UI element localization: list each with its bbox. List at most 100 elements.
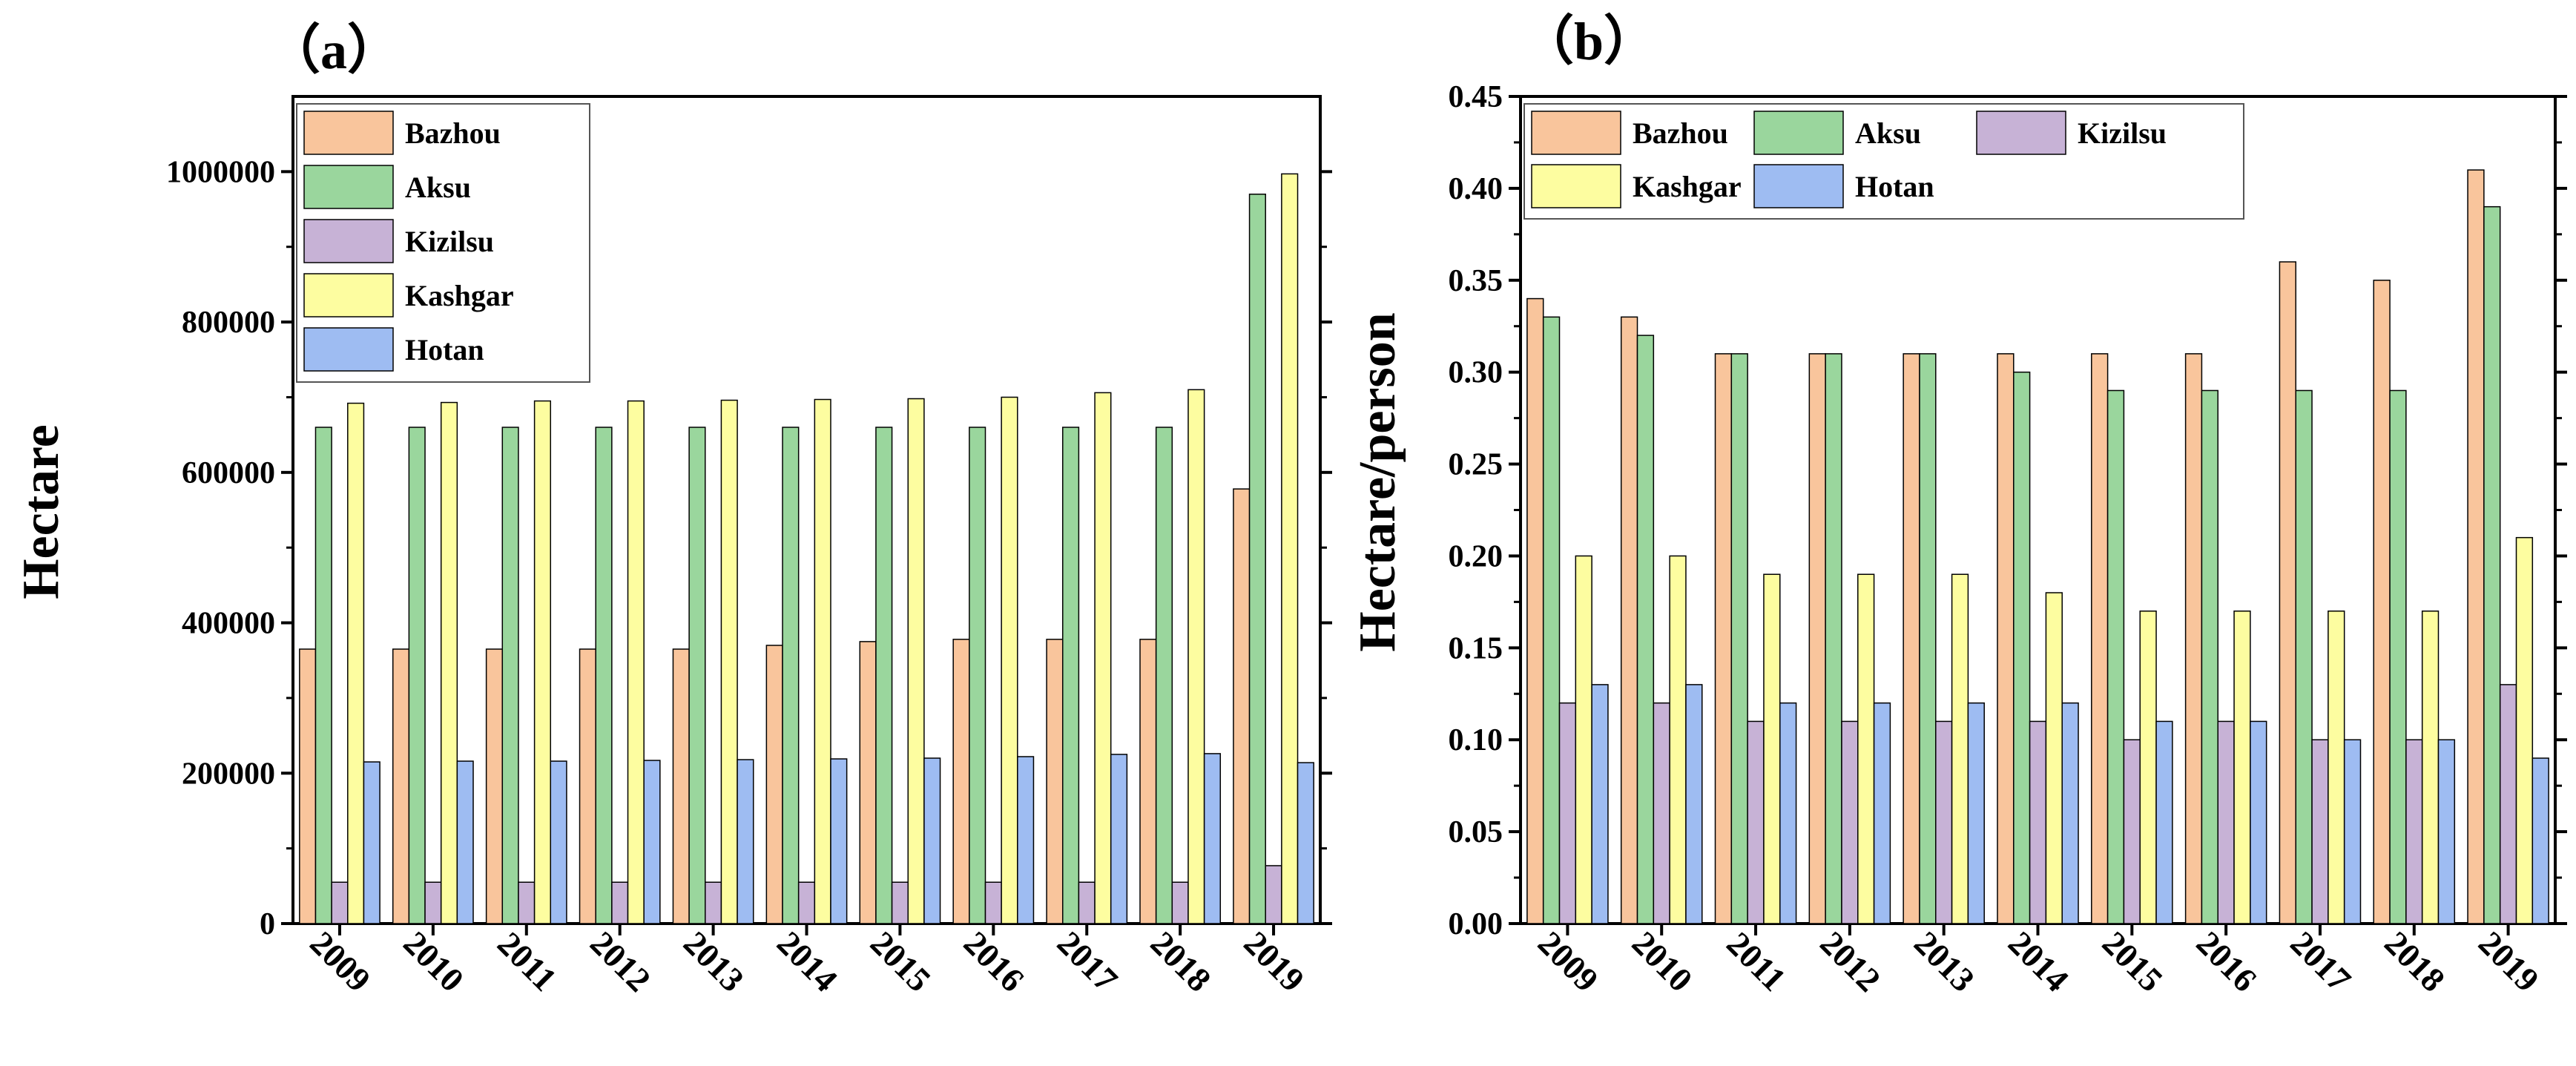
panel-a-legend: Bazhou Aksu Kizilsu Kashgar Hotan xyxy=(296,103,590,383)
bar-aksu-2013 xyxy=(688,427,706,924)
x-tick-label: 2011 xyxy=(1719,924,1793,998)
legend-swatch-hotan xyxy=(1753,164,1844,208)
bar-kizilsu-2015 xyxy=(891,881,909,924)
bar-hotan-2009 xyxy=(1591,684,1609,924)
x-tick-label: 2011 xyxy=(490,924,564,998)
bar-hotan-2010 xyxy=(1685,684,1703,924)
bar-aksu-2016 xyxy=(2201,389,2218,924)
bar-aksu-2014 xyxy=(782,427,800,924)
bar-hotan-2015 xyxy=(923,757,941,924)
bar-aksu-2018 xyxy=(2389,389,2407,924)
bar-bazhou-2017 xyxy=(1046,639,1064,924)
x-tick-label: 2019 xyxy=(2471,924,2546,998)
bar-kizilsu-2012 xyxy=(1841,720,1859,924)
bar-hotan-2012 xyxy=(1873,702,1891,924)
panel-b-label: （b） xyxy=(1521,12,1657,71)
panel-a-y-axis-label: Hectare xyxy=(13,424,70,599)
panel-b: （b） Hectare/person 0.00 0.05 0.10 0.15 0.20 0… xyxy=(1349,12,2567,999)
bar-bazhou-2014 xyxy=(1997,353,2015,924)
bar-aksu-2009 xyxy=(1542,316,1561,924)
legend-swatch-bazhou xyxy=(303,111,394,155)
bar-hotan-2018 xyxy=(2437,739,2456,924)
legend-swatch-aksu xyxy=(1753,111,1844,155)
bar-aksu-2010 xyxy=(1636,335,1655,924)
bar-bazhou-2016 xyxy=(2184,353,2203,924)
bar-hotan-2013 xyxy=(1967,702,1985,924)
legend-swatch-kashgar xyxy=(303,273,394,318)
bar-kizilsu-2011 xyxy=(1747,720,1765,924)
bar-hotan-2017 xyxy=(1110,754,1128,924)
legend-label-bazhou: Bazhou xyxy=(405,116,501,150)
x-tick-label: 2017 xyxy=(2283,924,2358,998)
x-tick-label: 2012 xyxy=(1813,924,1888,998)
y-tick-label: 0.45 xyxy=(1449,80,1503,114)
bar-kashgar-2011 xyxy=(1763,573,1781,924)
bar-kizilsu-2012 xyxy=(611,881,629,924)
y-tick-label: 0.15 xyxy=(1449,631,1503,665)
x-tick-label: 2016 xyxy=(957,924,1032,998)
bar-kizilsu-2018 xyxy=(1171,881,1189,924)
bar-aksu-2010 xyxy=(408,427,426,924)
bar-kashgar-2015 xyxy=(2139,611,2157,924)
bar-kizilsu-2018 xyxy=(2405,739,2423,924)
legend-label-aksu: Aksu xyxy=(1855,116,1921,150)
y-tick-label: 0.20 xyxy=(1449,539,1503,573)
bar-bazhou-2019 xyxy=(1233,488,1251,924)
bar-aksu-2015 xyxy=(2106,389,2125,924)
y-tick-label: 400000 xyxy=(182,607,275,641)
bar-hotan-2015 xyxy=(2155,720,2173,924)
bar-hotan-2019 xyxy=(2531,757,2549,924)
bar-hotan-2016 xyxy=(2250,720,2267,924)
legend-swatch-kashgar xyxy=(1531,164,1621,208)
bar-kashgar-2010 xyxy=(440,401,458,924)
bar-bazhou-2015 xyxy=(2091,353,2109,924)
x-tick-label: 2009 xyxy=(1531,924,1606,998)
panel-b-legend: Bazhou Aksu Kizilsu Kashgar Hotan xyxy=(1523,103,2244,220)
x-tick-label: 2012 xyxy=(583,924,658,998)
bar-kashgar-2014 xyxy=(2045,592,2063,924)
bar-kizilsu-2013 xyxy=(705,881,722,924)
bar-aksu-2013 xyxy=(1919,353,1937,924)
bar-hotan-2018 xyxy=(1203,753,1222,924)
bar-kashgar-2019 xyxy=(2515,536,2534,924)
bar-bazhou-2010 xyxy=(1620,316,1638,924)
bar-bazhou-2017 xyxy=(2279,261,2296,924)
legend-label-kizilsu: Kizilsu xyxy=(405,225,494,258)
bar-aksu-2018 xyxy=(1155,427,1173,924)
bar-kashgar-2012 xyxy=(1857,573,1875,924)
bar-aksu-2016 xyxy=(969,427,986,924)
y-tick-label: 600000 xyxy=(182,456,275,490)
bar-kashgar-2017 xyxy=(1094,392,1112,924)
bar-kashgar-2013 xyxy=(720,399,738,924)
y-tick-label: 1000000 xyxy=(166,155,275,189)
bar-kashgar-2018 xyxy=(1187,389,1205,924)
legend-swatch-kizilsu xyxy=(1976,111,2066,155)
bar-kashgar-2010 xyxy=(1669,555,1687,924)
bar-hotan-2019 xyxy=(1297,762,1314,924)
legend-label-hotan: Hotan xyxy=(405,333,484,366)
bar-aksu-2017 xyxy=(1061,427,1080,924)
bar-bazhou-2011 xyxy=(1714,353,1733,924)
bar-kashgar-2018 xyxy=(2421,611,2440,924)
panel-a: （a） Hectare 0 200000 400000 600000 800000 100… xyxy=(13,21,1332,999)
bar-kashgar-2011 xyxy=(533,400,552,924)
bar-aksu-2011 xyxy=(1730,353,1748,924)
y-tick-label: 0.10 xyxy=(1449,723,1503,757)
bar-kashgar-2012 xyxy=(627,400,645,924)
y-tick-label: 200000 xyxy=(182,757,275,791)
bar-bazhou-2013 xyxy=(1903,353,1920,924)
bar-hotan-2011 xyxy=(1779,702,1797,924)
y-tick-label: 0.00 xyxy=(1449,907,1503,941)
x-tick-label: 2014 xyxy=(770,924,845,998)
legend-swatch-hotan xyxy=(303,327,394,372)
y-tick-label: 0.25 xyxy=(1449,448,1503,482)
bar-aksu-2011 xyxy=(501,427,519,924)
bar-hotan-2009 xyxy=(363,761,381,924)
bar-bazhou-2012 xyxy=(579,648,596,924)
bar-bazhou-2014 xyxy=(765,645,783,924)
x-tick-label: 2015 xyxy=(2095,924,2170,998)
bar-kizilsu-2019 xyxy=(2499,684,2517,924)
bar-kashgar-2016 xyxy=(1001,396,1018,924)
bar-kizilsu-2010 xyxy=(1653,702,1670,924)
